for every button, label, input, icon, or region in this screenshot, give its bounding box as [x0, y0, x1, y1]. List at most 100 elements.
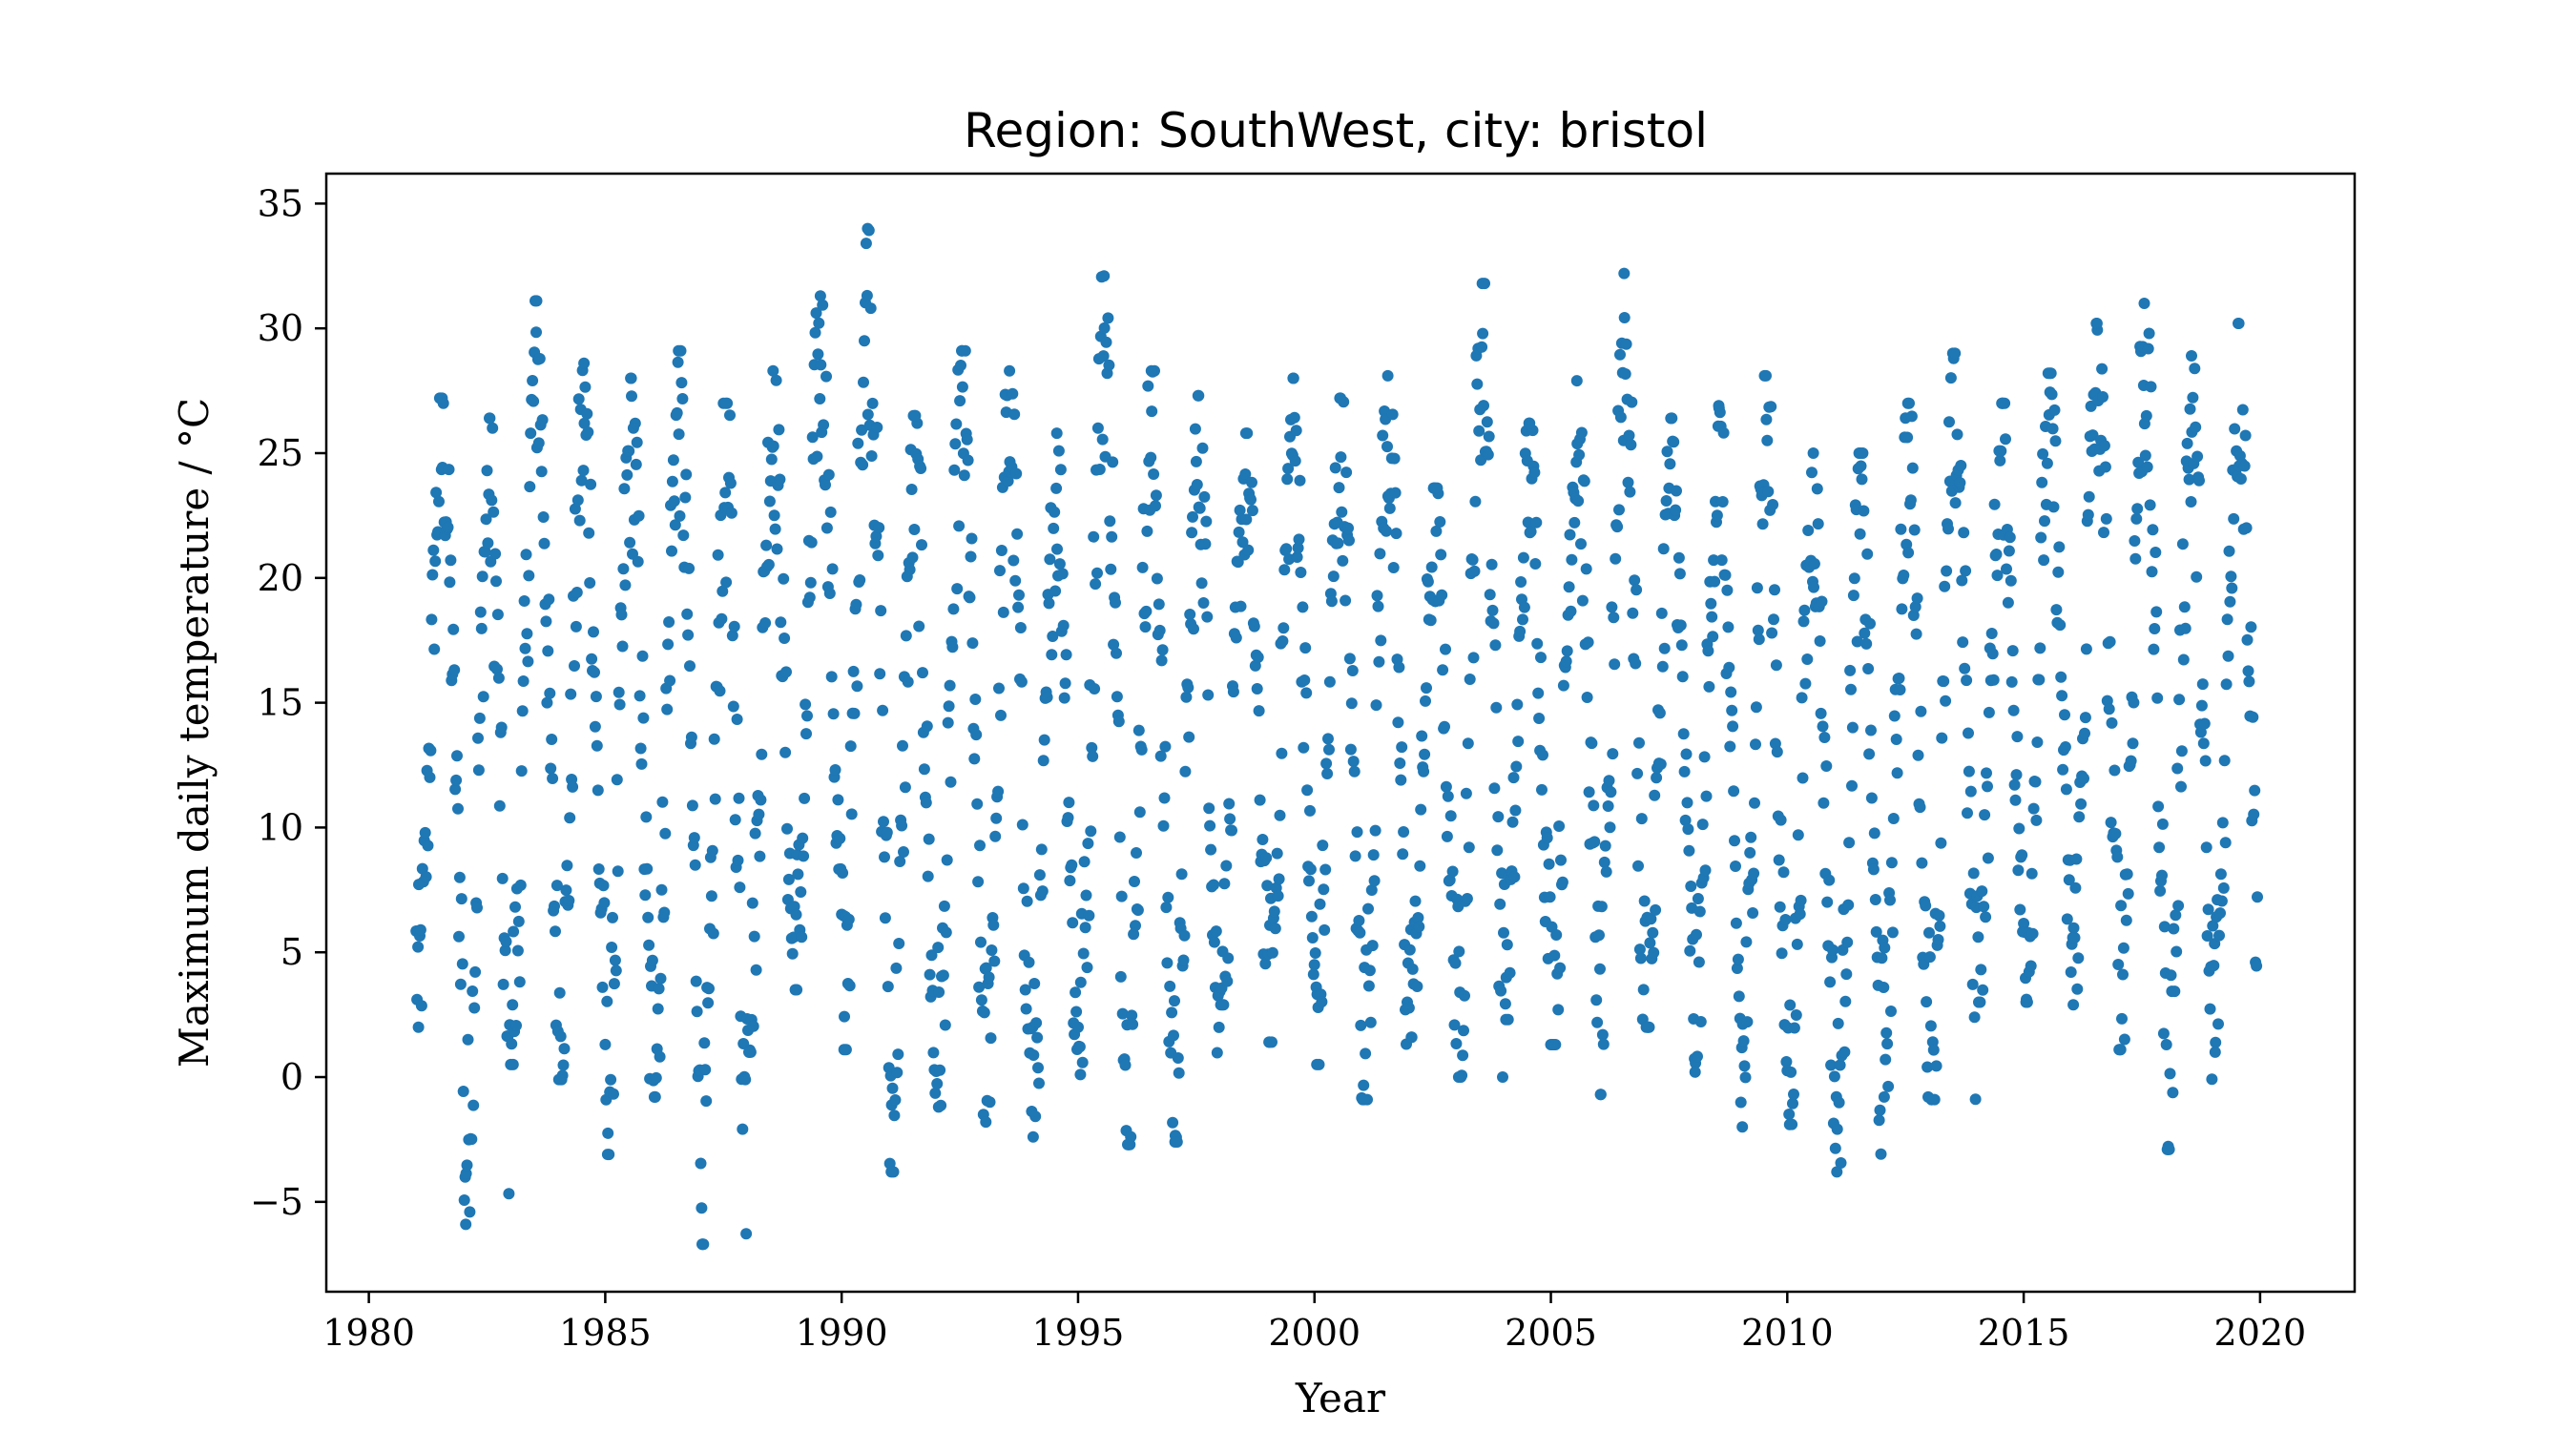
data-point [525, 427, 537, 440]
data-point [872, 550, 884, 562]
data-point [1949, 347, 1962, 360]
data-point [1184, 609, 1196, 620]
data-point [2226, 582, 2238, 594]
data-point [577, 465, 590, 477]
data-point [2172, 900, 2185, 912]
data-point [2175, 745, 2188, 757]
data-point [1943, 416, 1955, 428]
data-point [1369, 824, 1381, 837]
data-point [2191, 570, 2203, 583]
data-point [1110, 596, 1121, 609]
data-point [966, 532, 978, 545]
data-point [951, 583, 964, 595]
data-point [1801, 653, 1814, 665]
data-point [889, 1094, 902, 1106]
data-point [1271, 847, 1283, 860]
data-point [864, 302, 877, 315]
data-point [520, 549, 532, 561]
data-point [973, 981, 986, 993]
data-point [1111, 691, 1123, 703]
data-point [1083, 909, 1095, 922]
y-axis-label: Maximum daily temperature / °C [171, 398, 218, 1068]
data-point [2173, 694, 2186, 706]
data-point [810, 307, 822, 320]
data-point [1795, 894, 1807, 906]
data-point [885, 1166, 898, 1178]
data-point [1631, 584, 1643, 596]
data-point [1096, 433, 1109, 446]
data-point [2221, 613, 2233, 626]
data-point [1507, 772, 1520, 784]
data-point [1901, 397, 1914, 409]
data-point [521, 628, 533, 640]
data-point [1421, 682, 1432, 695]
data-point [1818, 797, 1830, 809]
data-point [1114, 970, 1127, 983]
data-point [814, 290, 826, 302]
data-point [681, 608, 694, 620]
data-point [641, 862, 654, 875]
data-point [1777, 866, 1790, 879]
data-point [696, 1238, 708, 1251]
data-point [1533, 713, 1546, 724]
data-point [1495, 985, 1507, 997]
data-point [1038, 734, 1050, 746]
data-point [561, 860, 573, 872]
data-point [2090, 318, 2103, 329]
data-point [672, 356, 684, 368]
data-point [2187, 391, 2199, 404]
data-point [1884, 894, 1896, 906]
data-point [519, 642, 531, 654]
data-point [1904, 494, 1917, 507]
data-point [842, 913, 855, 925]
data-point [947, 603, 960, 615]
data-point [1689, 1066, 1701, 1078]
data-point [1198, 490, 1211, 503]
data-point [1633, 736, 1645, 749]
data-point [1674, 619, 1687, 632]
data-point [1863, 748, 1876, 760]
data-point [1440, 780, 1452, 793]
data-point [748, 930, 760, 943]
data-point [862, 222, 874, 235]
data-point [1425, 561, 1438, 573]
data-point [839, 1010, 850, 1023]
data-point [1358, 1093, 1370, 1106]
data-point [971, 798, 984, 810]
data-point [1325, 595, 1338, 608]
data-point [754, 850, 766, 862]
data-point [1239, 468, 1252, 480]
y-tick-label: 30 [258, 307, 303, 349]
data-point [956, 381, 968, 393]
data-point [1762, 486, 1775, 498]
data-point [1252, 652, 1264, 663]
data-point [2169, 985, 2181, 998]
data-point [2131, 503, 2144, 515]
data-point [1203, 802, 1215, 815]
data-point [549, 900, 560, 912]
data-point [717, 585, 729, 597]
data-point [1306, 932, 1319, 944]
data-point [535, 466, 548, 478]
data-point [599, 1038, 612, 1050]
data-point [1189, 423, 1201, 435]
data-point [1393, 661, 1405, 674]
x-tick-label: 1980 [322, 1312, 415, 1354]
data-point [1291, 551, 1303, 563]
data-point [2065, 966, 2077, 978]
data-point [643, 939, 655, 951]
data-point [2178, 601, 2191, 613]
data-point [2176, 538, 2189, 550]
data-point [1581, 692, 1593, 703]
data-point [2098, 440, 2110, 452]
data-point [601, 1149, 613, 1161]
data-point [1311, 1058, 1323, 1070]
x-tick-label: 2000 [1268, 1312, 1361, 1354]
data-point [800, 728, 812, 740]
data-point [771, 543, 783, 555]
data-point [1363, 964, 1376, 977]
data-point [1693, 956, 1705, 968]
data-point [2014, 903, 2026, 916]
data-point [1371, 590, 1383, 602]
data-point [875, 605, 887, 617]
